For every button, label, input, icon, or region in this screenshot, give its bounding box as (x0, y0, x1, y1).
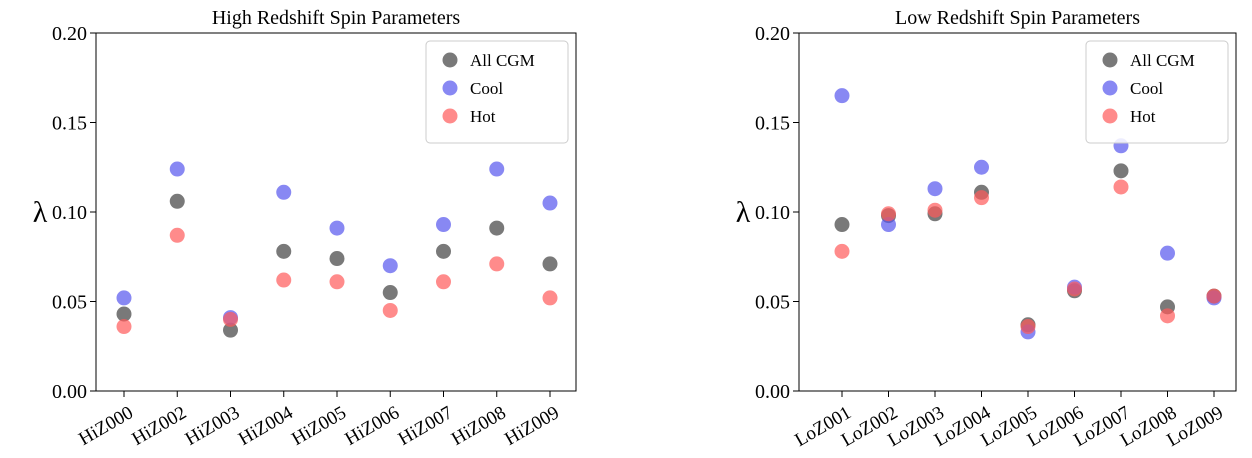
chart-title: Low Redshift Spin Parameters (895, 7, 1140, 29)
y-tick-label: 0.20 (755, 23, 790, 45)
data-point (223, 311, 238, 327)
data-point (116, 306, 132, 322)
data-point (489, 256, 505, 272)
data-point (116, 290, 132, 306)
data-point (436, 243, 451, 259)
legend-label: All CGM (470, 51, 535, 70)
series-hot (834, 179, 1222, 335)
data-point (329, 251, 345, 267)
y-tick-label: 0.00 (52, 381, 87, 403)
data-point (1113, 179, 1129, 195)
data-point (276, 184, 292, 200)
y-axis-label: λ (736, 196, 751, 229)
y-tick-label: 0.20 (52, 23, 87, 45)
data-point (169, 161, 185, 177)
data-point (1160, 245, 1175, 261)
data-point (436, 217, 451, 233)
legend-box (1085, 40, 1229, 144)
series-cool (116, 161, 558, 326)
y-tick-label: 0.10 (755, 202, 790, 224)
data-point (542, 290, 558, 306)
legend-box (425, 40, 569, 144)
y-axis-label: λ (33, 196, 48, 229)
data-point (881, 206, 896, 222)
y-tick-label: 0.10 (52, 202, 87, 224)
legend: All CGM Cool Hot (425, 40, 569, 144)
x-tick-label: HiZ006 (341, 402, 403, 450)
data-point (542, 195, 558, 211)
data-point (489, 161, 505, 177)
data-point (1206, 288, 1222, 304)
series-hot (116, 227, 558, 335)
data-point (1113, 163, 1129, 179)
data-point (927, 181, 943, 197)
high-redshift-panel: High Redshift Spin Parameters 0.00 0.05 0.1… (33, 7, 577, 450)
legend-marker (442, 80, 458, 96)
data-point (1067, 281, 1082, 297)
data-point (436, 274, 451, 290)
y-tick-label: 0.05 (52, 292, 87, 314)
data-point (542, 256, 558, 272)
data-point (974, 190, 989, 206)
data-point (382, 302, 398, 318)
data-point (834, 243, 850, 259)
legend-label: Cool (1130, 79, 1163, 98)
data-point (169, 193, 185, 209)
chart-title: High Redshift Spin Parameters (212, 7, 461, 29)
data-point (329, 274, 345, 290)
x-tick-label: HiZ000 (75, 402, 137, 450)
data-point (169, 227, 185, 243)
legend: All CGM Cool Hot (1085, 40, 1229, 144)
x-tick-label: HiZ008 (448, 402, 510, 450)
data-point (223, 322, 238, 338)
legend-marker (442, 52, 458, 68)
legend-label: Cool (470, 79, 503, 98)
data-point (881, 217, 896, 233)
legend-label: All CGM (1130, 51, 1195, 70)
data-point (1160, 308, 1175, 324)
legend-marker (442, 108, 458, 124)
data-point (974, 159, 989, 175)
data-point (116, 319, 132, 335)
y-tick-label: 0.00 (755, 381, 790, 403)
x-tick-label: HiZ009 (501, 402, 563, 450)
legend-marker (1102, 80, 1118, 96)
data-point (489, 220, 505, 236)
low-redshift-panel: Low Redshift Spin Parameters 0.00 0.05 0.10… (736, 7, 1237, 451)
x-tick-label: HiZ004 (235, 402, 297, 450)
y-tick-label: 0.15 (755, 113, 790, 135)
data-point (1020, 319, 1036, 335)
legend-label: Hot (470, 107, 496, 126)
x-tick-label: HiZ003 (182, 402, 244, 450)
legend-label: Hot (1130, 107, 1156, 126)
data-point (382, 258, 398, 274)
y-tick-label: 0.05 (755, 292, 790, 314)
data-point (329, 220, 345, 236)
data-point (276, 272, 292, 288)
x-tick-label: HiZ005 (288, 402, 350, 450)
series-all-cgm (116, 193, 558, 338)
data-point (834, 88, 850, 104)
x-tick-label: HiZ007 (395, 402, 457, 450)
legend-marker (1102, 52, 1118, 68)
legend-marker (1102, 108, 1118, 124)
data-point (834, 217, 850, 233)
y-tick-label: 0.15 (52, 113, 87, 135)
data-point (382, 285, 398, 301)
x-tick-label: HiZ002 (128, 402, 190, 450)
data-point (927, 202, 943, 218)
data-point (276, 243, 292, 259)
